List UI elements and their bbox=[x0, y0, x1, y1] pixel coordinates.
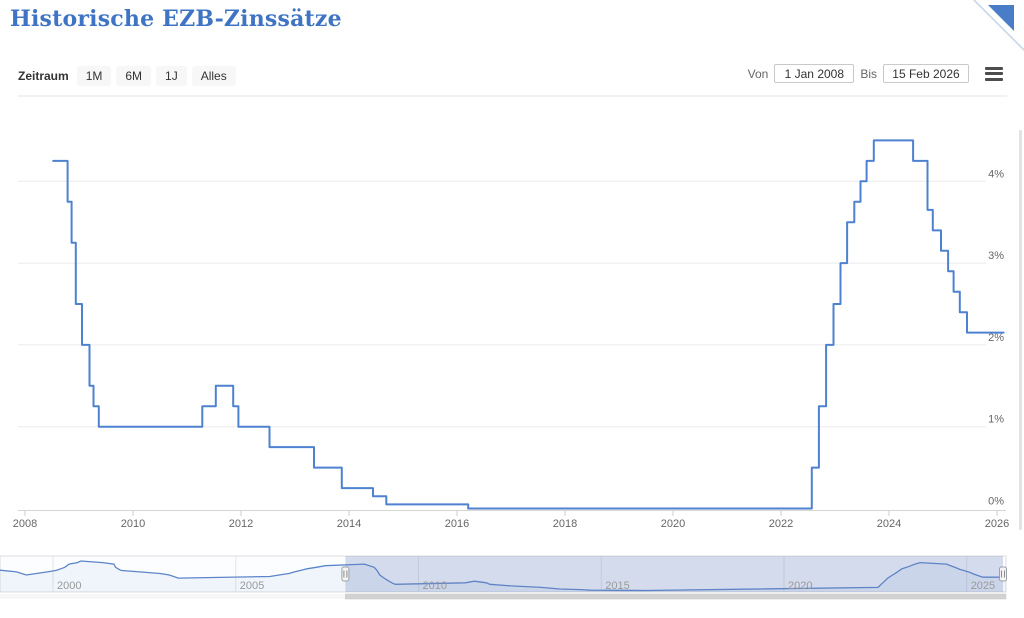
navigator-year-label: 2025 bbox=[971, 580, 995, 592]
y-axis-label: 2% bbox=[988, 332, 1004, 344]
navigator-handle-right[interactable] bbox=[999, 566, 1007, 582]
navigator-handle-left[interactable] bbox=[341, 566, 350, 582]
bis-label: Bis bbox=[860, 66, 877, 81]
scrollbar-thumb[interactable] bbox=[345, 593, 1007, 600]
x-axis-label: 2008 bbox=[13, 518, 37, 530]
x-axis-label: 2010 bbox=[121, 518, 145, 530]
x-axis-label: 2016 bbox=[445, 518, 469, 530]
bis-date-input[interactable] bbox=[883, 64, 969, 83]
corner-fold-triangle bbox=[988, 5, 1014, 31]
x-axis-label: 2022 bbox=[769, 518, 793, 530]
hamburger-menu-icon[interactable] bbox=[985, 66, 1003, 81]
x-axis-label: 2026 bbox=[985, 518, 1009, 530]
x-axis-label: 2018 bbox=[553, 518, 577, 530]
range-button-1m[interactable]: 1M bbox=[76, 65, 112, 86]
plot-area[interactable] bbox=[18, 112, 1006, 508]
navigator-selected-range[interactable] bbox=[345, 556, 1003, 592]
corner-fold-icon[interactable] bbox=[972, 0, 1024, 52]
von-label: Von bbox=[747, 66, 769, 81]
x-axis-label: 2020 bbox=[661, 518, 685, 530]
range-button-alles[interactable]: Alles bbox=[191, 65, 236, 86]
range-button-6m[interactable]: 6M bbox=[116, 65, 152, 86]
navigator-year-label: 2020 bbox=[788, 580, 812, 592]
page-scrollbar-thumb[interactable] bbox=[1019, 130, 1022, 530]
rate-series-line bbox=[52, 139, 1005, 510]
navigator-year-label: 2010 bbox=[423, 580, 447, 592]
x-axis-label: 2012 bbox=[229, 518, 253, 530]
date-range-controls: Von Bis bbox=[748, 64, 1003, 83]
y-axis-label: 4% bbox=[988, 168, 1004, 180]
x-axis-label: 2024 bbox=[877, 518, 901, 530]
navigator-year-label: 2005 bbox=[240, 580, 264, 592]
x-axis-label: 2014 bbox=[337, 518, 361, 530]
y-axis-label: 1% bbox=[988, 414, 1004, 426]
von-date-input[interactable] bbox=[774, 64, 855, 83]
navigator-series-area bbox=[0, 561, 1006, 592]
navigator-series-line bbox=[0, 560, 1006, 592]
navigator-year-label: 2000 bbox=[57, 580, 81, 592]
navigator-year-label: 2015 bbox=[605, 580, 629, 592]
toolbar-divider bbox=[18, 95, 1007, 97]
y-axis-label: 3% bbox=[988, 250, 1004, 262]
y-axis-label: 0% bbox=[988, 496, 1004, 508]
range-selector-toolbar: Zeitraum 1M 6M 1J Alles bbox=[18, 65, 236, 86]
range-buttons-group: 1M 6M 1J Alles bbox=[76, 65, 236, 86]
zeitraum-label: Zeitraum bbox=[18, 68, 69, 83]
page-title: Historische EZB-Zinssätze bbox=[10, 6, 342, 32]
corner-fold-band bbox=[973, 0, 1024, 51]
range-button-1j[interactable]: 1J bbox=[156, 65, 187, 86]
